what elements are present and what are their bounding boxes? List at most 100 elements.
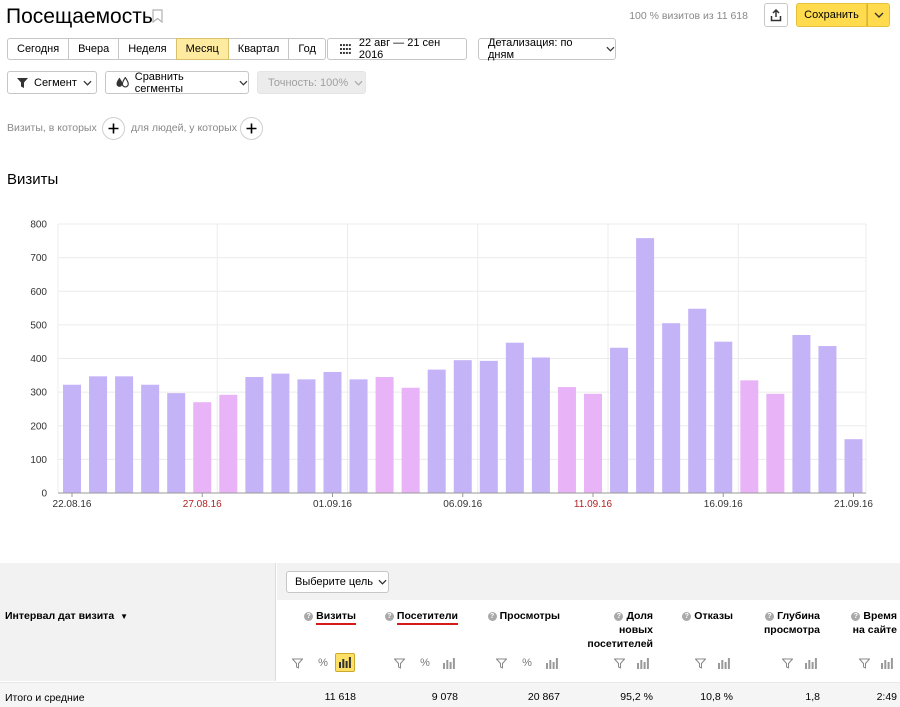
help-icon[interactable]: ? bbox=[682, 612, 692, 621]
filter-icon[interactable] bbox=[290, 656, 304, 670]
column-header[interactable]: ? Посетители bbox=[384, 609, 458, 625]
bar-chart-icon[interactable] bbox=[717, 656, 731, 670]
visits-summary: 100 % визитов из 11 618 bbox=[629, 10, 748, 22]
filter-icon[interactable] bbox=[392, 656, 406, 670]
bar[interactable] bbox=[844, 439, 863, 493]
percent-icon[interactable]: % bbox=[522, 657, 532, 669]
bar[interactable] bbox=[401, 387, 420, 493]
bar-chart-icon[interactable] bbox=[880, 656, 894, 670]
bar[interactable] bbox=[167, 393, 186, 493]
bar[interactable] bbox=[271, 373, 290, 493]
column-header[interactable]: ? Глубина просмотра bbox=[764, 609, 820, 637]
goal-select-button[interactable]: Выберите цель bbox=[286, 571, 389, 593]
date-range-button[interactable]: 22 авг — 21 сен 2016 bbox=[327, 37, 467, 61]
column-header[interactable]: ? Просмотры bbox=[487, 609, 560, 623]
bar[interactable] bbox=[557, 387, 576, 493]
chevron-down-icon bbox=[354, 80, 363, 86]
help-icon[interactable]: ? bbox=[851, 612, 861, 621]
column-header[interactable]: ? Визиты bbox=[304, 609, 356, 625]
bar[interactable] bbox=[245, 376, 264, 493]
filter-icon[interactable] bbox=[693, 656, 707, 670]
bar-chart-icon[interactable] bbox=[545, 656, 559, 670]
bar[interactable] bbox=[714, 341, 733, 493]
filter-icon[interactable] bbox=[612, 656, 626, 670]
bar[interactable] bbox=[115, 376, 134, 493]
bar[interactable] bbox=[610, 347, 629, 493]
compare-drops-icon bbox=[116, 77, 129, 88]
bar[interactable] bbox=[531, 357, 550, 493]
column-header[interactable]: ? Отказы bbox=[682, 609, 733, 623]
add-visit-condition-button[interactable] bbox=[102, 117, 125, 140]
bar[interactable] bbox=[219, 394, 238, 493]
bar[interactable] bbox=[375, 376, 394, 493]
bar[interactable] bbox=[688, 308, 707, 493]
bar[interactable] bbox=[453, 360, 472, 493]
column-total: 95,2 % bbox=[620, 691, 653, 703]
period-button[interactable]: Сегодня bbox=[7, 38, 70, 60]
bar[interactable] bbox=[584, 393, 602, 493]
x-tick-label: 21.09.16 bbox=[834, 499, 873, 510]
detail-button[interactable]: Детализация: по дням bbox=[478, 37, 616, 61]
plus-icon bbox=[108, 123, 119, 134]
bar[interactable] bbox=[323, 371, 342, 493]
bookmark-icon[interactable] bbox=[152, 9, 163, 23]
visits-condition-label: Визиты, в которых bbox=[7, 122, 97, 134]
help-icon[interactable]: ? bbox=[765, 612, 775, 621]
period-button[interactable]: Неделя bbox=[118, 38, 177, 60]
column-header[interactable]: ? Время на сайте bbox=[851, 609, 897, 637]
filter-icon[interactable] bbox=[780, 656, 794, 670]
bar[interactable] bbox=[427, 369, 446, 493]
chevron-down-icon bbox=[606, 46, 615, 52]
save-dropdown-button[interactable] bbox=[867, 3, 890, 27]
bar[interactable] bbox=[63, 384, 81, 493]
share-button[interactable] bbox=[764, 3, 788, 27]
period-button[interactable]: Квартал bbox=[227, 38, 290, 60]
bar[interactable] bbox=[662, 323, 681, 493]
bar-chart-icon[interactable] bbox=[335, 653, 355, 672]
chart-title: Визиты bbox=[7, 171, 59, 188]
accuracy-button[interactable]: Точность: 100% bbox=[257, 71, 366, 94]
y-tick-label: 600 bbox=[30, 287, 47, 298]
bar-chart-icon[interactable] bbox=[442, 656, 456, 670]
compare-segments-button[interactable]: Сравнить сегменты bbox=[105, 71, 249, 95]
column-header[interactable]: ? Доля новых посетителей bbox=[587, 609, 653, 651]
help-icon[interactable]: ? bbox=[487, 612, 497, 621]
bar-chart-icon[interactable] bbox=[636, 656, 650, 670]
filter-icon[interactable] bbox=[857, 656, 871, 670]
y-tick-label: 200 bbox=[30, 421, 47, 432]
column-total: 2:49 bbox=[876, 691, 897, 703]
bar[interactable] bbox=[297, 379, 316, 493]
bar[interactable] bbox=[766, 393, 785, 493]
add-people-condition-button[interactable] bbox=[240, 117, 263, 140]
bar[interactable] bbox=[479, 360, 498, 493]
column-header-label: Просмотры bbox=[499, 610, 560, 622]
bar[interactable] bbox=[349, 379, 368, 493]
help-icon[interactable]: ? bbox=[384, 612, 394, 621]
column-total: 9 078 bbox=[431, 691, 458, 703]
period-button[interactable]: Год bbox=[288, 38, 326, 60]
column-header-label: Визиты bbox=[316, 610, 356, 625]
bar[interactable] bbox=[89, 376, 108, 493]
x-tick-label: 27.08.16 bbox=[183, 499, 222, 510]
bar[interactable] bbox=[636, 238, 655, 493]
segment-button[interactable]: Сегмент bbox=[7, 71, 97, 94]
percent-icon[interactable]: % bbox=[318, 657, 328, 669]
bar[interactable] bbox=[818, 346, 837, 493]
bar[interactable] bbox=[505, 342, 524, 493]
y-tick-label: 500 bbox=[30, 320, 47, 331]
bar[interactable] bbox=[792, 334, 811, 493]
help-icon[interactable]: ? bbox=[304, 612, 314, 621]
filter-icon[interactable] bbox=[494, 656, 508, 670]
interval-column-header[interactable]: Интервал дат визита ▼ bbox=[5, 610, 128, 622]
help-icon[interactable]: ? bbox=[614, 612, 624, 621]
y-tick-label: 100 bbox=[30, 455, 47, 466]
period-button[interactable]: Вчера bbox=[68, 38, 120, 60]
percent-icon[interactable]: % bbox=[420, 657, 430, 669]
period-button[interactable]: Месяц bbox=[175, 38, 229, 60]
bar[interactable] bbox=[141, 384, 160, 493]
bar-chart-icon[interactable] bbox=[804, 656, 818, 670]
bar[interactable] bbox=[193, 402, 212, 493]
save-button[interactable]: Сохранить bbox=[796, 3, 867, 27]
bar[interactable] bbox=[740, 380, 759, 493]
people-condition-label: для людей, у которых bbox=[131, 122, 237, 134]
